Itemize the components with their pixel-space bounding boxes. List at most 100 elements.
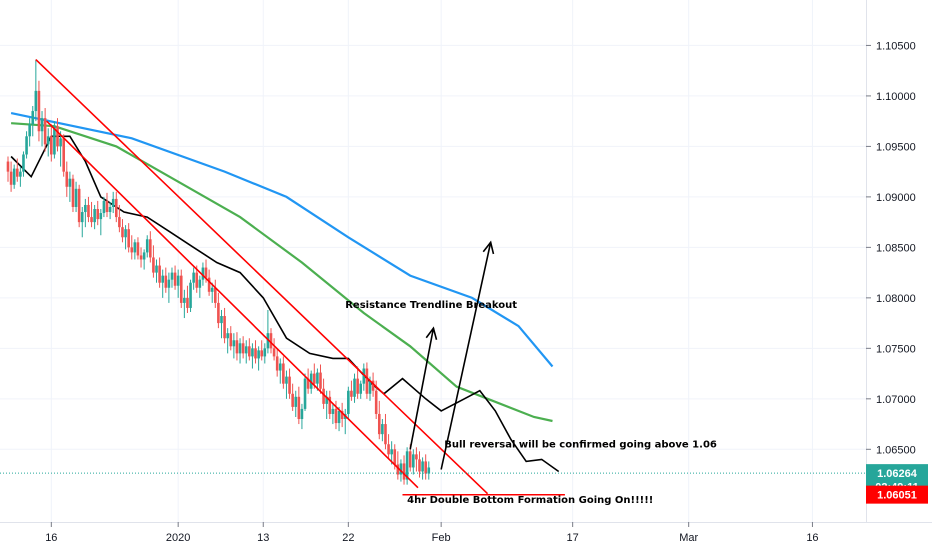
candle[interactable] [241, 336, 245, 359]
candle[interactable] [356, 366, 359, 399]
candle[interactable] [158, 257, 161, 288]
candle[interactable] [210, 282, 214, 303]
arrow[interactable] [440, 240, 495, 470]
candle[interactable] [384, 413, 387, 450]
candle[interactable] [59, 131, 62, 167]
candle[interactable] [306, 368, 310, 394]
candle[interactable] [6, 156, 10, 182]
candle[interactable] [291, 383, 294, 411]
candle[interactable] [213, 279, 217, 308]
candle[interactable] [223, 307, 226, 344]
candle[interactable] [15, 158, 19, 182]
candle[interactable] [328, 390, 332, 420]
candle[interactable] [319, 364, 322, 394]
candle[interactable] [198, 275, 202, 298]
candle[interactable] [377, 400, 381, 440]
candle[interactable] [84, 198, 87, 228]
candle[interactable] [9, 161, 13, 192]
time-axis[interactable]: 16 2020 13 22 Feb 17 Mar 16 [45, 522, 819, 544]
candle[interactable] [220, 309, 223, 339]
candle[interactable] [300, 403, 304, 430]
candle[interactable] [90, 201, 93, 228]
candle[interactable] [68, 171, 72, 202]
candle[interactable] [28, 118, 31, 147]
candle[interactable] [56, 118, 59, 152]
candle[interactable] [37, 80, 41, 142]
candle[interactable] [226, 328, 229, 354]
trendlines[interactable] [35, 58, 565, 496]
candle[interactable] [418, 451, 421, 478]
candle[interactable] [260, 340, 264, 361]
candle[interactable] [105, 192, 109, 218]
candle[interactable] [62, 134, 65, 177]
candle[interactable] [278, 358, 282, 384]
candle[interactable] [297, 386, 301, 425]
trendline[interactable] [35, 58, 489, 495]
candle[interactable] [25, 131, 28, 159]
candle[interactable] [155, 259, 158, 283]
candle[interactable] [272, 338, 276, 361]
candle[interactable] [294, 390, 298, 417]
candle[interactable] [176, 269, 180, 298]
candle[interactable] [365, 362, 369, 399]
candle[interactable] [19, 166, 22, 187]
candle[interactable] [350, 380, 353, 401]
candle[interactable] [152, 245, 155, 278]
candle[interactable] [257, 346, 260, 371]
candle[interactable] [170, 267, 174, 288]
candle[interactable] [50, 124, 53, 162]
arrow[interactable] [409, 326, 438, 450]
candle[interactable] [347, 386, 350, 420]
candle[interactable] [254, 340, 257, 364]
candle[interactable] [136, 237, 140, 260]
candle[interactable] [114, 191, 118, 223]
candle[interactable] [142, 249, 146, 270]
candle[interactable] [31, 106, 35, 137]
candle[interactable] [334, 400, 338, 430]
candle[interactable] [263, 343, 267, 364]
candle[interactable] [121, 219, 124, 243]
candle[interactable] [201, 262, 205, 286]
candle[interactable] [130, 235, 134, 260]
candle[interactable] [53, 121, 56, 159]
arrows[interactable] [409, 240, 495, 470]
candle[interactable] [415, 447, 418, 472]
candle[interactable] [337, 406, 341, 432]
candle[interactable] [179, 269, 183, 308]
candle[interactable] [99, 209, 103, 236]
candle[interactable] [139, 247, 143, 268]
candle[interactable] [161, 269, 164, 298]
candle[interactable] [102, 196, 106, 218]
candle[interactable] [275, 348, 279, 377]
candle[interactable] [238, 338, 242, 364]
candle[interactable] [359, 380, 363, 399]
candle[interactable] [74, 181, 78, 213]
candle[interactable] [118, 204, 121, 233]
candle[interactable] [266, 309, 270, 354]
candle[interactable] [108, 201, 112, 220]
candle[interactable] [96, 200, 100, 226]
candle[interactable] [183, 289, 186, 319]
candle[interactable] [387, 434, 390, 460]
price-axis[interactable]: 1.10500 1.10000 1.09500 1.09000 1.08500 1.080… [866, 40, 916, 456]
candle[interactable] [402, 455, 406, 485]
candle[interactable] [427, 461, 431, 480]
candle[interactable] [229, 326, 233, 351]
candle[interactable] [149, 231, 152, 263]
candle[interactable] [80, 206, 84, 238]
candle[interactable] [244, 340, 248, 364]
candle[interactable] [43, 108, 47, 152]
candle[interactable] [316, 368, 319, 391]
candle[interactable] [189, 279, 192, 312]
candle[interactable] [192, 267, 195, 290]
candle[interactable] [173, 265, 177, 290]
candle[interactable] [390, 441, 393, 465]
candle[interactable] [167, 272, 171, 303]
candle[interactable] [71, 174, 75, 213]
candle[interactable] [396, 451, 400, 480]
candle[interactable] [325, 390, 328, 420]
candle[interactable] [65, 161, 69, 197]
candle[interactable] [164, 267, 168, 293]
candle[interactable] [207, 269, 211, 296]
